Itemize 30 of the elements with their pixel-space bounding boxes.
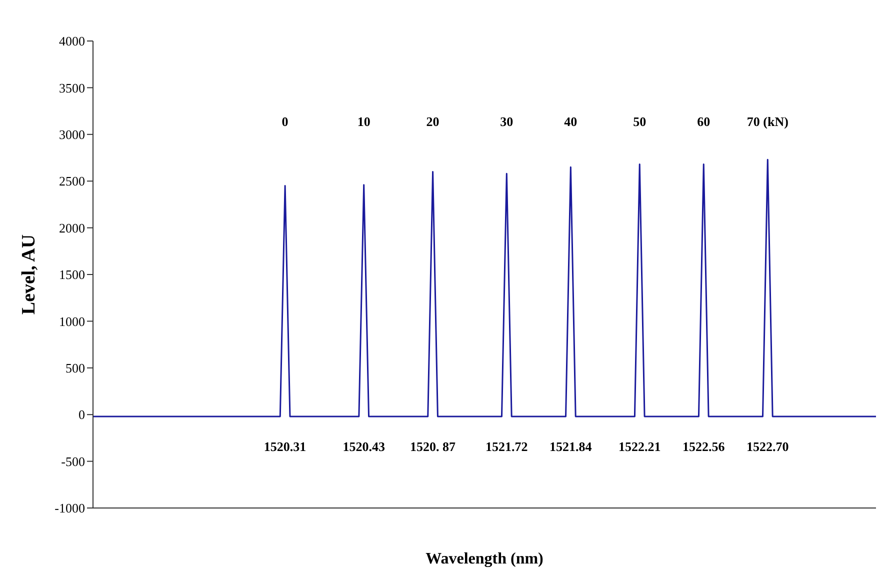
y-tick-label: -1000 <box>54 500 85 516</box>
y-tick-label: 500 <box>66 360 85 376</box>
annotation: 1520. 87 <box>410 438 456 454</box>
annotation: 1520.43 <box>342 438 386 454</box>
y-tick-label: 2000 <box>59 220 85 236</box>
annotation: 20 <box>426 114 440 129</box>
y-tick-label: 4000 <box>59 34 85 49</box>
annotation: 1521.72 <box>486 438 528 454</box>
y-tick-label: 1000 <box>59 314 85 329</box>
annotation: 1522.56 <box>682 438 726 454</box>
annotation: 40 <box>564 114 578 129</box>
y-tick-label: 3500 <box>59 80 85 96</box>
y-axis-title: Level, AU <box>18 234 40 315</box>
x-axis-title: Wavelength (nm) <box>426 550 544 568</box>
annotation: 1520.31 <box>264 438 306 454</box>
annotation: 1522.21 <box>618 438 661 454</box>
annotation: 10 <box>357 114 370 129</box>
y-tick-label: 2500 <box>59 174 85 189</box>
annotation: 70 (kN) <box>746 114 788 129</box>
y-tick-label: 3000 <box>59 127 85 142</box>
y-tick-label: 1500 <box>59 267 85 282</box>
annotation: 50 <box>633 114 646 129</box>
annotation: 1522.70 <box>746 438 789 454</box>
annotation: 0 <box>282 114 288 129</box>
annotation: 60 <box>697 114 710 129</box>
annotation: 30 <box>500 114 514 129</box>
line-series <box>92 158 876 418</box>
y-tick-label: -500 <box>61 454 85 469</box>
annotation: 1521.84 <box>550 438 592 454</box>
y-tick-label: 0 <box>78 407 85 422</box>
